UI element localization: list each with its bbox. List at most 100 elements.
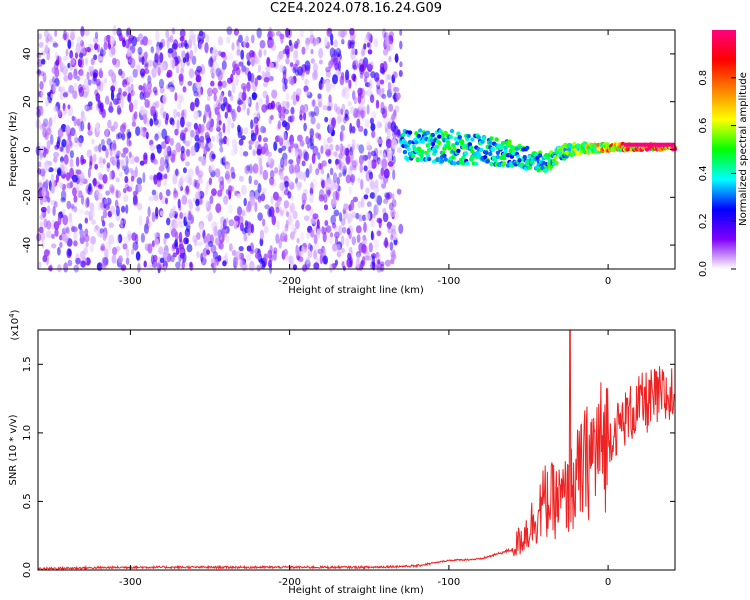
spectrogram-noise-cell: [185, 237, 189, 245]
spectrogram-noise-cell: [185, 211, 190, 223]
spectrogram-noise-cell: [231, 82, 236, 94]
spectrogram-noise-cell: [206, 121, 212, 131]
spectrogram-signal-cell: [483, 155, 488, 160]
spectrogram-noise-cell: [41, 122, 47, 130]
spectrogram-noise-cell: [213, 61, 219, 73]
spectrogram-noise-cell: [205, 34, 210, 44]
spectrogram-noise-cell: [160, 102, 164, 112]
spectrogram-noise-cell: [62, 208, 66, 216]
spectrogram-noise-cell: [46, 205, 51, 215]
spectrogram-noise-cell: [78, 69, 84, 76]
spectrogram-noise-cell: [116, 105, 122, 116]
spectrogram-noise-cell: [212, 251, 219, 260]
spectrogram-noise-cell: [395, 92, 401, 100]
spectrogram-noise-cell: [186, 244, 193, 253]
spectrogram-noise-cell: [110, 46, 116, 56]
spectrogram-noise-cell: [396, 188, 402, 195]
spectrogram-noise-cell: [369, 180, 375, 190]
spectrogram-noise-cell: [379, 149, 383, 156]
spectrogram-noise-cell: [302, 264, 308, 272]
spectrogram-signal-cell: [522, 154, 527, 160]
spectrogram-noise-cell: [351, 160, 357, 168]
spectrogram-noise-cell: [237, 206, 242, 216]
spectrogram-noise-cell: [126, 94, 130, 102]
spectrogram-noise-cell: [69, 52, 74, 60]
spectrogram-noise-cell: [184, 127, 188, 133]
spectrogram-noise-cell: [76, 186, 80, 198]
spectrogram-noise-cell: [324, 116, 329, 123]
spectrogram-noise-cell: [281, 229, 287, 237]
spectrogram-noise-cell: [238, 246, 244, 252]
spectrogram-noise-cell: [147, 243, 153, 254]
spectrogram-noise-cell: [175, 55, 181, 64]
spectrogram-noise-cell: [365, 170, 371, 182]
spectrogram-noise-cell: [154, 90, 158, 96]
spectrogram-noise-cell: [203, 114, 206, 124]
spectrogram-noise-cell: [328, 60, 333, 68]
spectrogram-noise-cell: [175, 168, 179, 176]
spectrogram-noise-cell: [170, 228, 177, 238]
spectrogram-noise-cell: [206, 249, 211, 255]
spectrogram-noise-cell: [388, 202, 394, 211]
spectrogram-noise-cell: [351, 126, 356, 134]
spectrogram-noise-cell: [69, 150, 74, 159]
spectrogram-noise-cell: [70, 58, 77, 68]
spectrogram-noise-cell: [373, 204, 379, 216]
spectrogram-noise-cell: [48, 265, 53, 272]
spectrogram-noise-cell: [100, 243, 106, 251]
spectrogram-noise-cell: [89, 155, 93, 166]
spectrogram-noise-cell: [340, 218, 346, 227]
spectrogram-noise-cell: [329, 144, 334, 150]
spectrogram-noise-cell: [276, 220, 280, 230]
spectrogram-noise-cell: [291, 256, 295, 266]
spectrogram-noise-cell: [180, 145, 185, 154]
spectrogram-noise-cell: [155, 65, 160, 73]
spectrogram-noise-cell: [204, 131, 210, 139]
spectrogram-noise-cell: [374, 179, 379, 189]
spectrogram-noise-cell: [288, 163, 295, 175]
spectrogram-noise-cell: [312, 250, 318, 260]
spectrogram-noise-cell: [331, 129, 335, 137]
spectrogram-noise-cell: [80, 260, 86, 268]
spectrogram-noise-cell: [106, 162, 111, 169]
spectrogram-noise-cell: [185, 121, 192, 127]
spectrogram-noise-cell: [245, 35, 249, 43]
spectrogram-noise-cell: [36, 52, 42, 59]
spectrogram-noise-cell: [184, 140, 191, 147]
spectrogram-noise-cell: [107, 210, 113, 218]
spectrogram-noise-cell: [233, 28, 239, 36]
spectrogram-noise-cell: [261, 71, 266, 80]
spectrogram-signal-cell: [426, 147, 432, 153]
spectrogram-noise-cell: [305, 37, 310, 47]
spectrogram-noise-cell: [323, 138, 329, 148]
spectrogram-noise-cell: [350, 175, 355, 186]
spectrogram-noise-cell: [163, 236, 167, 245]
spectrogram-noise-cell: [304, 78, 309, 86]
spectrogram-noise-cell: [40, 70, 45, 77]
spectrogram-noise-cell: [84, 210, 90, 216]
spectrogram-noise-cell: [182, 86, 187, 93]
spectrogram-noise-cell: [295, 246, 300, 257]
spectrogram-noise-cell: [267, 102, 274, 110]
spectrogram-noise-cell: [351, 47, 356, 56]
spectrogram-noise-cell: [233, 189, 237, 197]
spectrogram-noise-cell: [218, 233, 225, 244]
spectrogram-noise-cell: [85, 241, 89, 248]
spectrogram-noise-cell: [145, 131, 149, 140]
spectrogram-signal-cell: [418, 128, 423, 133]
spectrogram-noise-cell: [301, 46, 306, 55]
snr-y-tick-label: 1.5: [22, 356, 33, 372]
spectrogram-noise-cell: [288, 39, 292, 47]
spectrogram-noise-cell: [360, 197, 365, 208]
spectrogram-noise-cell: [210, 257, 217, 265]
spectrogram-noise-cell: [178, 221, 184, 229]
spectrogram-noise-cell: [257, 64, 261, 73]
spectrogram-noise-cell: [383, 48, 388, 56]
spectrogram-noise-cell: [215, 237, 220, 246]
spectrogram-noise-cell: [80, 195, 85, 205]
spectrogram-noise-cell: [63, 75, 69, 82]
spectrogram-noise-cell: [44, 148, 49, 155]
spectrogram-noise-cell: [58, 182, 64, 189]
spectrogram-noise-cell: [301, 204, 305, 210]
spectrogram-noise-cell: [193, 91, 199, 97]
